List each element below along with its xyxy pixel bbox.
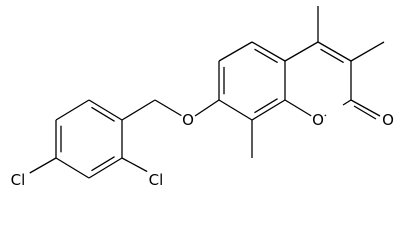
bond: [254, 98, 278, 114]
bond: [254, 48, 278, 64]
bond: [91, 156, 115, 172]
bond: [350, 99, 381, 117]
bond: [353, 105, 377, 120]
bond: [284, 41, 319, 62]
bond: [154, 99, 183, 117]
bond: [251, 99, 286, 121]
label-bg: [180, 112, 196, 128]
atom-label: O: [182, 111, 194, 129]
bond: [218, 41, 253, 62]
bond: [55, 99, 90, 121]
atom-labels: Cl Cl O O O: [9, 111, 396, 189]
label-bg: [380, 112, 396, 128]
bond: [55, 157, 90, 179]
bonds: [27, 6, 385, 179]
bond: [88, 157, 123, 179]
bond: [251, 41, 286, 62]
atom-label: O: [382, 111, 394, 129]
atom-label: O: [312, 111, 324, 129]
atom-label: Cl: [149, 171, 164, 189]
bond: [342, 99, 352, 106]
bond: [91, 106, 115, 122]
bond: [88, 99, 123, 121]
bond: [121, 99, 156, 121]
molecule-diagram: Cl Cl O O O: [9, 6, 396, 189]
bond: [320, 48, 344, 64]
label-bg: [9, 167, 31, 189]
label-bg: [310, 112, 326, 128]
bond: [194, 99, 220, 117]
atom-label: Cl: [11, 171, 26, 189]
bond: [121, 157, 149, 173]
bond: [317, 41, 352, 62]
label-bg: [145, 167, 167, 189]
bond: [350, 41, 385, 62]
bond: [218, 99, 253, 121]
bond: [27, 157, 57, 175]
